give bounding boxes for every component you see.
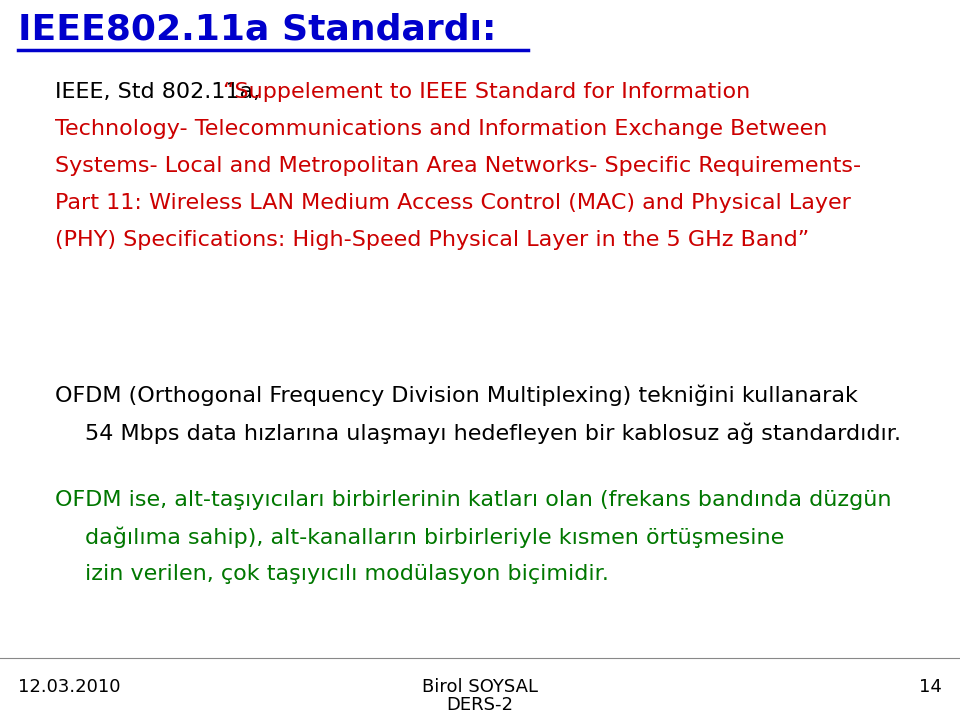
Text: “Suppelement to IEEE Standard for Information: “Suppelement to IEEE Standard for Inform… xyxy=(223,82,751,102)
Text: 54 Mbps data hızlarına ulaşmayı hedefleyen bir kablosuz ağ standardıdır.: 54 Mbps data hızlarına ulaşmayı hedefley… xyxy=(85,422,901,444)
Text: dağılıma sahip), alt-kanalların birbirleriyle kısmen örtüşmesine: dağılıma sahip), alt-kanalların birbirle… xyxy=(85,527,784,548)
Text: 12.03.2010: 12.03.2010 xyxy=(18,678,121,696)
Text: 14: 14 xyxy=(919,678,942,696)
Text: Birol SOYSAL: Birol SOYSAL xyxy=(422,678,538,696)
Text: izin verilen, çok taşıyıcılı modülasyon biçimidir.: izin verilen, çok taşıyıcılı modülasyon … xyxy=(85,564,609,584)
Text: Technology- Telecommunications and Information Exchange Between: Technology- Telecommunications and Infor… xyxy=(55,119,828,139)
Text: IEEE802.11a Standardı:: IEEE802.11a Standardı: xyxy=(18,12,496,46)
Text: Systems- Local and Metropolitan Area Networks- Specific Requirements-: Systems- Local and Metropolitan Area Net… xyxy=(55,156,861,176)
Text: Part 11: Wireless LAN Medium Access Control (MAC) and Physical Layer: Part 11: Wireless LAN Medium Access Cont… xyxy=(55,193,851,213)
Text: OFDM (Orthogonal Frequency Division Multiplexing) tekniğini kullanarak: OFDM (Orthogonal Frequency Division Mult… xyxy=(55,385,858,407)
Text: OFDM ise, alt-taşıyıcıları birbirlerinin katları olan (frekans bandında düzgün: OFDM ise, alt-taşıyıcıları birbirlerinin… xyxy=(55,490,892,510)
Text: IEEE, Std 802.11a,: IEEE, Std 802.11a, xyxy=(55,82,267,102)
Text: (PHY) Specifications: High-Speed Physical Layer in the 5 GHz Band”: (PHY) Specifications: High-Speed Physica… xyxy=(55,230,809,250)
Text: DERS-2: DERS-2 xyxy=(446,696,514,712)
